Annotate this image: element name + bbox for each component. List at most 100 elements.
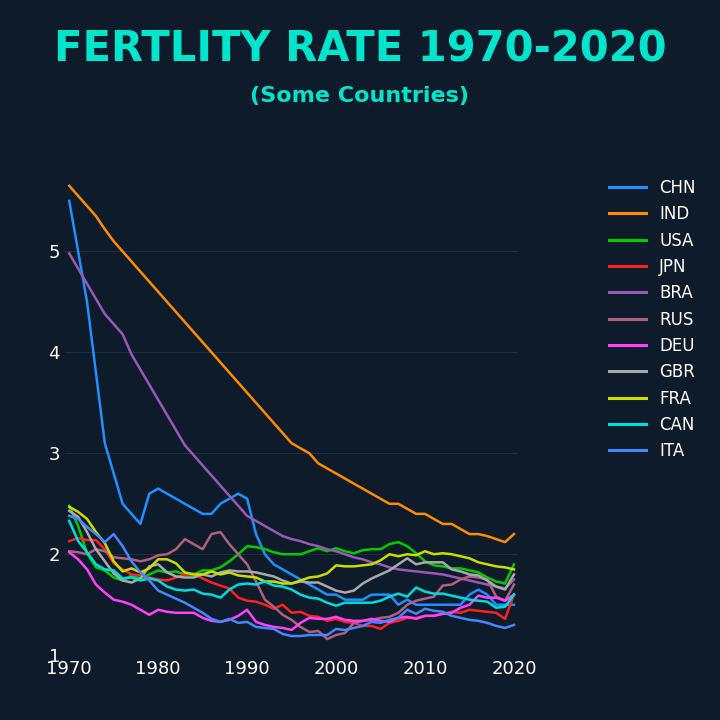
DEU: [198, 613, 207, 622]
ITA: [510, 621, 518, 629]
USA: [207, 566, 216, 575]
RUS: [207, 530, 216, 539]
DEU: [394, 613, 402, 622]
IND: [163, 297, 171, 306]
USA: [359, 546, 367, 554]
IND: [492, 535, 500, 544]
CAN: [207, 590, 216, 599]
USA: [198, 566, 207, 575]
CAN: [500, 603, 509, 611]
CAN: [163, 582, 171, 591]
GBR: [367, 574, 376, 582]
ITA: [500, 624, 509, 632]
BRA: [65, 249, 73, 258]
ITA: [367, 618, 376, 626]
CHN: [207, 510, 216, 518]
IND: [500, 538, 509, 546]
IND: [65, 181, 73, 190]
RUS: [510, 580, 518, 589]
CAN: [510, 590, 518, 599]
CAN: [198, 589, 207, 598]
FRA: [279, 579, 287, 588]
IND: [359, 485, 367, 493]
Line: IND: IND: [69, 186, 514, 542]
BRA: [510, 575, 518, 584]
Line: GBR: GBR: [69, 511, 514, 593]
Text: (Some Countries): (Some Countries): [251, 86, 469, 107]
USA: [65, 501, 73, 510]
Line: USA: USA: [69, 505, 514, 583]
USA: [510, 560, 518, 569]
GBR: [500, 585, 509, 594]
GBR: [65, 507, 73, 516]
FRA: [394, 552, 402, 561]
USA: [163, 568, 171, 577]
CAN: [385, 593, 394, 601]
DEU: [287, 626, 296, 634]
FRA: [500, 563, 509, 572]
Line: DEU: DEU: [69, 552, 514, 630]
FRA: [65, 503, 73, 511]
IND: [385, 500, 394, 508]
Line: CAN: CAN: [69, 521, 514, 608]
BRA: [500, 584, 509, 593]
USA: [500, 579, 509, 588]
JPN: [403, 613, 412, 622]
GBR: [163, 568, 171, 577]
DEU: [500, 596, 509, 605]
JPN: [65, 537, 73, 546]
GBR: [510, 570, 518, 579]
RUS: [198, 545, 207, 554]
ITA: [198, 608, 207, 617]
DEU: [163, 608, 171, 616]
JPN: [377, 625, 385, 634]
JPN: [207, 578, 216, 587]
FRA: [163, 555, 171, 564]
RUS: [216, 528, 225, 536]
BRA: [385, 563, 394, 572]
GBR: [207, 572, 216, 581]
RUS: [377, 613, 385, 622]
FRA: [207, 567, 216, 576]
DEU: [207, 616, 216, 625]
RUS: [500, 596, 509, 605]
CHN: [385, 590, 394, 599]
BRA: [163, 410, 171, 419]
Line: CHN: CHN: [69, 201, 514, 605]
JPN: [171, 573, 180, 582]
GBR: [198, 570, 207, 579]
JPN: [216, 581, 225, 590]
JPN: [510, 590, 518, 599]
Text: FERTLITY RATE 1970-2020: FERTLITY RATE 1970-2020: [54, 29, 666, 71]
RUS: [403, 600, 412, 609]
RUS: [163, 550, 171, 559]
CHN: [198, 510, 207, 518]
CAN: [492, 603, 500, 612]
CAN: [359, 598, 367, 607]
Line: FRA: FRA: [69, 507, 514, 583]
BRA: [359, 555, 367, 564]
RUS: [65, 547, 73, 556]
CHN: [510, 600, 518, 609]
GBR: [341, 588, 349, 597]
ITA: [207, 615, 216, 624]
CHN: [163, 490, 171, 498]
CHN: [500, 600, 509, 609]
ITA: [163, 590, 171, 599]
ITA: [65, 512, 73, 521]
Line: RUS: RUS: [69, 532, 514, 639]
CAN: [65, 517, 73, 526]
DEU: [367, 615, 376, 624]
DEU: [65, 548, 73, 557]
Legend: CHN, IND, USA, JPN, BRA, RUS, DEU, GBR, FRA, CAN, ITA: CHN, IND, USA, JPN, BRA, RUS, DEU, GBR, …: [604, 174, 701, 465]
IND: [207, 348, 216, 356]
CHN: [65, 197, 73, 205]
BRA: [492, 582, 500, 591]
FRA: [367, 560, 376, 569]
DEU: [510, 590, 518, 599]
GBR: [394, 560, 402, 569]
FRA: [198, 570, 207, 579]
USA: [492, 577, 500, 586]
Line: JPN: JPN: [69, 538, 514, 629]
RUS: [323, 635, 331, 644]
